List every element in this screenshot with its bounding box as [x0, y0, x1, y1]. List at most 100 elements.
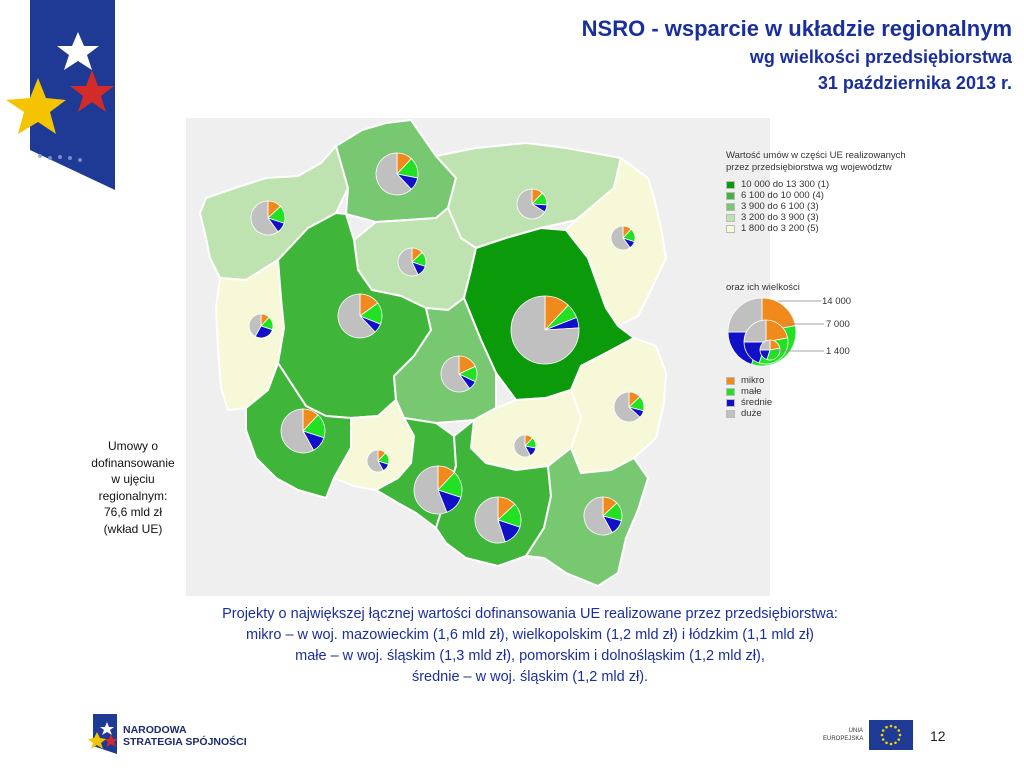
pie-legend-row: duże — [726, 408, 772, 419]
map-legend: Wartość umów w części UE realizowanych p… — [726, 150, 976, 234]
yellow-star-icon — [6, 78, 66, 134]
pie-opolskie-slice-duże — [366, 449, 384, 473]
side-note-line: (wkład UE) — [103, 521, 163, 536]
pie-wielkopolskie-slice-duże — [337, 293, 376, 339]
pie-category-legend: mikro małe średnie duże — [726, 375, 772, 419]
pie-wielkopolskie — [337, 293, 383, 339]
legend-swatch — [726, 180, 735, 189]
side-note-line: Umowy o — [107, 439, 158, 453]
legend-class-row: 6 100 do 10 000 (4) — [726, 190, 976, 201]
pie-mazowieckie-slice-duże — [510, 295, 580, 365]
side-note: Umowy o dofinansowanie w ujęciu regional… — [78, 438, 188, 537]
legend-title-line: Wartość umów w części UE realizowanych — [726, 150, 906, 161]
legend-swatch — [726, 191, 735, 200]
size-legend-label: 14 000 — [822, 296, 852, 307]
summary-line: Projekty o największej łącznej wartości … — [222, 606, 838, 622]
summary-line: mikro – w woj. mazowieckim (1,6 mld zł),… — [245, 627, 815, 643]
legend-class-label: 6 100 do 10 000 (4) — [741, 190, 824, 201]
pie-lubelskie-slice-duże — [613, 391, 641, 423]
nss-logo-icon — [88, 714, 118, 754]
poland-map — [186, 118, 770, 596]
pie-lubelskie — [613, 391, 645, 423]
side-note-line: 76,6 mld zł — [103, 505, 163, 519]
pie-pomorskie — [375, 152, 419, 196]
eu-flag-icon — [869, 720, 913, 750]
pie-malopolskie — [474, 496, 522, 544]
summary-text: Projekty o największej łącznej wartości … — [120, 604, 940, 688]
pie-kujawsko-pomorskie — [397, 247, 427, 277]
pie-podlaskie — [610, 225, 636, 251]
pie-warminsko-mazurskie — [516, 188, 548, 220]
size-legend-pie-1-slice-duże — [743, 319, 767, 343]
pie-legend-label: małe — [741, 386, 762, 397]
legend-swatch — [726, 409, 735, 418]
pie-dolnoslaskie-slice-duże — [280, 408, 315, 454]
page-date: 31 października 2013 r. — [817, 73, 1012, 93]
pie-lodzkie-slice-duże — [440, 355, 471, 393]
eu-star-icon — [889, 724, 893, 728]
pie-legend-label: średnie — [741, 397, 773, 408]
pie-pomorskie-slice-duże — [375, 152, 412, 196]
nss-logo-text: NARODOWA STRATEGIA SPÓJNOŚCI — [123, 724, 247, 748]
pie-swietokrzyskie-slice-duże — [513, 434, 531, 458]
eu-star-icon — [889, 742, 893, 746]
eu-star-icon — [894, 741, 897, 745]
pie-podkarpackie-slice-duże — [583, 496, 613, 536]
ue-logo-line: UNIA — [848, 728, 863, 734]
legend-swatch — [726, 398, 735, 407]
pie-legend-row: małe — [726, 386, 772, 397]
size-legend-label: 1 400 — [826, 346, 850, 357]
legend-class-label: 10 000 do 13 300 (1) — [741, 179, 830, 190]
page-subtitle: wg wielkości przedsiębiorstwa — [749, 47, 1012, 67]
nss-logo-line: STRATEGIA SPÓJNOŚCI — [123, 736, 247, 748]
eu-star-icon — [880, 733, 884, 737]
ue-logo-line: EUROPEJSKA — [823, 736, 864, 742]
legend-class-row: 1 800 do 3 200 (5) — [726, 223, 976, 234]
pie-lubuskie-slice-duże — [248, 313, 262, 338]
legend-swatch — [726, 387, 735, 396]
region-lodzkie — [393, 297, 497, 424]
pie-legend-label: duże — [741, 408, 762, 419]
pie-dolnoslaskie — [280, 408, 326, 454]
size-legend-pie-2-slice-duże — [759, 339, 771, 351]
pie-opolskie — [366, 449, 390, 473]
pie-kujawsko-pomorskie-slice-duże — [397, 247, 419, 277]
legend-swatch — [726, 202, 735, 211]
pie-mazowieckie — [510, 295, 580, 365]
eu-funds-logo — [6, 0, 115, 190]
legend-class-label: 1 800 do 3 200 (5) — [741, 223, 819, 234]
pie-legend-row: średnie — [726, 397, 772, 408]
legend-class-row: 3 900 do 6 100 (3) — [726, 201, 976, 212]
eu-star-icon — [898, 733, 902, 737]
legend-class-label: 3 900 do 6 100 (3) — [741, 201, 819, 212]
size-legend-label: 7 000 — [826, 319, 850, 330]
pie-zachodniopomorskie-slice-duże — [250, 200, 279, 236]
legend-class-label: 3 200 do 3 900 (3) — [741, 212, 819, 223]
legend-swatch — [726, 224, 735, 233]
title-block: NSRO - wsparcie w układzie regionalnym w… — [372, 14, 1012, 96]
side-note-line: regionalnym: — [98, 488, 168, 503]
eu-star-icon — [897, 738, 901, 741]
pie-legend-row: mikro — [726, 375, 772, 386]
size-legend-pie — [727, 297, 824, 367]
summary-line: średnie – w woj. śląskim (1,2 mld zł). — [411, 669, 649, 685]
eu-star-icon — [881, 729, 885, 732]
side-note-line: dofinansowanie — [91, 455, 175, 470]
eu-star-icon — [885, 741, 888, 745]
pie-lodzkie — [440, 355, 478, 393]
eu-star-icon — [881, 738, 885, 741]
legend-class-row: 3 200 do 3 900 (3) — [726, 212, 976, 223]
legend-title-line: przez przedsiębiorstwa wg województw — [726, 162, 892, 173]
side-note-line: w ujęciu — [111, 472, 155, 486]
pie-lubuskie — [248, 313, 274, 339]
eu-star-icon — [885, 725, 888, 729]
ue-logo-text: UNIA EUROPEJSKA — [823, 727, 863, 743]
page-title: NSRO - wsparcie w układzie regionalnym — [581, 16, 1012, 41]
eu-star-icon — [897, 729, 901, 732]
pie-slaskie — [413, 465, 463, 515]
summary-line: małe – w woj. śląskim (1,3 mld zł), pomo… — [295, 648, 765, 664]
legend-class-row: 10 000 do 13 300 (1) — [726, 179, 976, 190]
white-star-icon — [57, 32, 99, 70]
size-legend-title: oraz ich wielkości — [726, 282, 800, 293]
eu-star-icon — [894, 725, 897, 729]
